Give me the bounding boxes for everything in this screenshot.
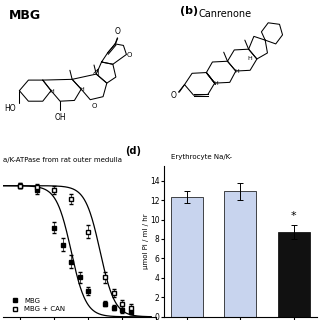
Text: *: *	[291, 212, 297, 221]
Text: H: H	[234, 69, 239, 74]
Bar	[224, 191, 256, 317]
Y-axis label: μmol Pi / ml / hr: μmol Pi / ml / hr	[143, 214, 149, 269]
Bar	[171, 197, 203, 317]
Text: a/K-ATPase from rat outer medulla: a/K-ATPase from rat outer medulla	[3, 157, 122, 163]
Text: MBG: MBG	[9, 9, 41, 22]
Text: OH: OH	[54, 113, 66, 122]
Text: (d): (d)	[125, 147, 141, 156]
Text: H: H	[247, 57, 252, 61]
Text: H: H	[213, 81, 218, 86]
Text: O: O	[115, 27, 120, 36]
Text: Canrenone: Canrenone	[198, 9, 251, 19]
Text: H: H	[49, 89, 54, 94]
Text: HO: HO	[4, 104, 16, 113]
Text: O: O	[91, 103, 97, 109]
Text: Erythrocyte Na/K-: Erythrocyte Na/K-	[172, 154, 232, 160]
Text: O: O	[171, 91, 177, 100]
Bar	[278, 232, 310, 317]
Text: H: H	[80, 87, 84, 92]
Text: (b): (b)	[180, 6, 198, 16]
Text: O: O	[127, 52, 132, 58]
Legend: MBG, MBG + CAN: MBG, MBG + CAN	[7, 296, 67, 313]
